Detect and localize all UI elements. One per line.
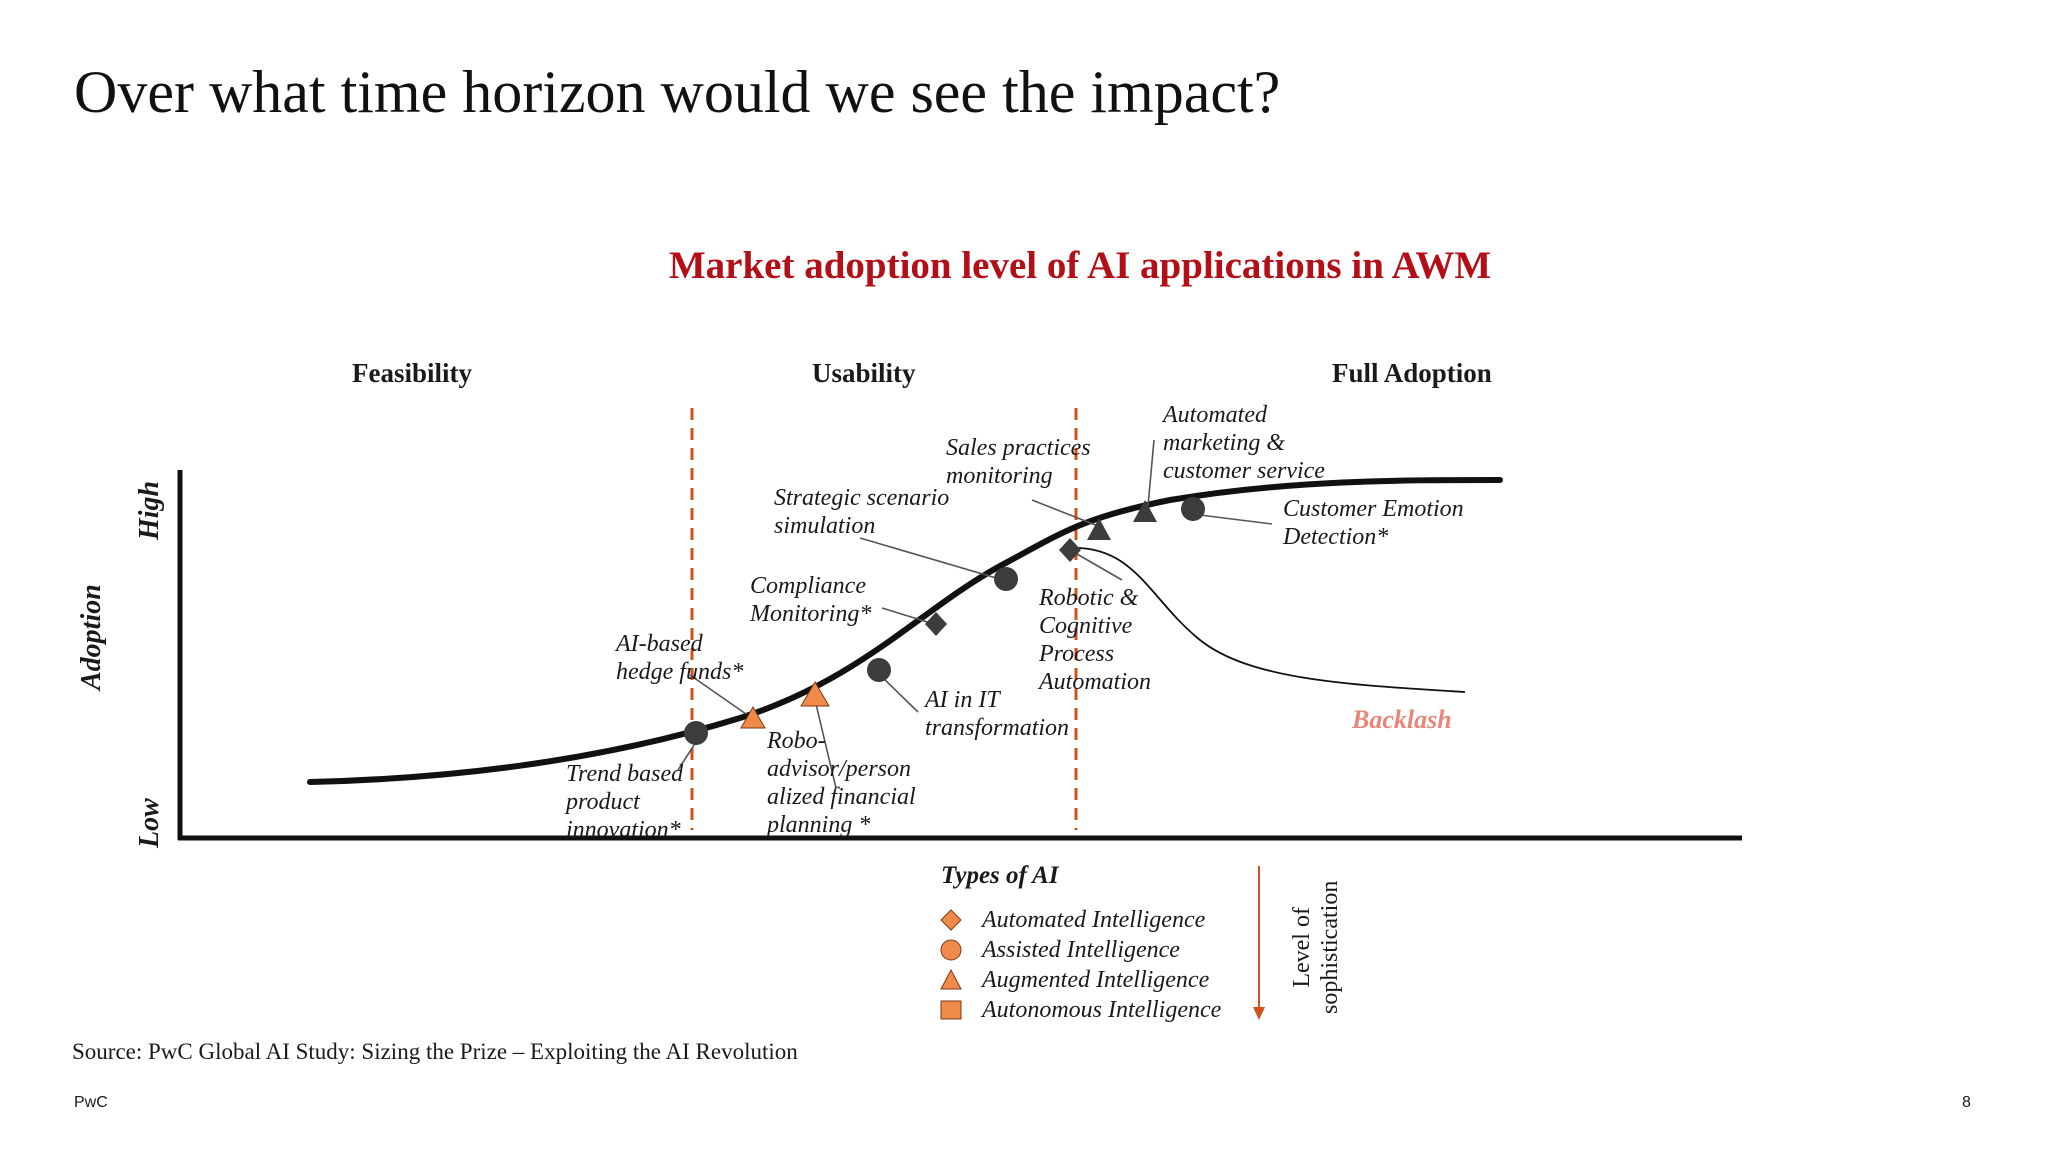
phase-usability: Usability [812,358,916,388]
label-strategic: Strategic scenario simulation [774,485,950,539]
backlash-curve [1069,547,1466,693]
triangle-icon [940,969,962,990]
legend-label: Automated Intelligence [982,906,1206,933]
label-compliance: Compliance Monitoring* [750,573,872,627]
chart-title: Market adoption level of AI applications… [668,244,1492,287]
y-axis-high: High [134,480,165,540]
legend-item-augmented: Augmented Intelligence [940,966,1209,994]
label-trend-based: Trend based product innovation* [566,761,684,843]
legend-item-assisted: Assisted Intelligence [940,936,1180,964]
marker-compliance-automated [925,612,947,636]
marker-sales-practices-augmented [1087,518,1111,540]
label-customer-emotion: Customer Emotion Detection* [1283,496,1464,550]
brand-footer: PwC [74,1094,108,1111]
label-automated-marketing: Automated marketing & customer service [1163,402,1325,484]
marker-robotic-automated [1059,538,1081,562]
leader-strategic [859,537,1004,581]
leader-ai-hedge-funds [689,674,747,715]
marker-ai-in-it-assisted [867,658,891,682]
legend-label: Autonomous Intelligence [982,996,1222,1023]
marker-automated-marketing-augmented [1133,500,1157,522]
marker-robo-advisor-augmented [800,681,830,707]
y-axis-label: Adoption [76,584,107,690]
slide-title: Over what time horizon would we see the … [74,59,1281,125]
sophistication-label-line2: sophistication [1317,880,1343,1014]
leader-robo-advisor [814,699,837,789]
label-robo-advisor: Robo- advisor/person alized financial pl… [767,728,916,838]
adoption-curve [307,477,1503,785]
legend-label: Assisted Intelligence [982,936,1180,963]
sophistication-label-line1: Level of [1289,907,1315,988]
marker-trend-based-assisted [684,721,708,745]
label-ai-in-it: AI in IT transformation [925,687,1070,741]
label-sales-practices: Sales practices monitoring [946,435,1091,489]
leader-compliance [881,607,935,625]
legend-label: Augmented Intelligence [982,966,1210,993]
phase-feasibility: Feasibility [352,358,472,388]
circle-icon [940,939,962,961]
leader-robotic [1069,549,1123,581]
legend-item-automated: Automated Intelligence [940,906,1205,934]
label-robotic: Robotic & Cognitive Process Automation [1039,585,1151,695]
square-icon [940,1000,962,1020]
backlash-label: Backlash [1352,705,1452,734]
leader-customer-emotion [1191,513,1273,525]
leader-trend-based [677,741,697,771]
leader-automated-marketing [1147,439,1155,507]
label-ai-hedge-funds: AI-based hedge funds* [616,631,744,685]
diamond-icon [940,909,962,931]
page-number: 8 [1962,1094,1971,1111]
sophistication-label: Level of sophistication [1288,881,1344,1014]
marker-customer-emotion-assisted [1181,497,1205,521]
source-note: Source: PwC Global AI Study: Sizing the … [72,1039,798,1064]
legend-item-autonomous: Autonomous Intelligence [940,996,1221,1024]
sophistication-arrow-head [1253,1007,1265,1020]
marker-strategic-assisted [994,567,1018,591]
phase-full-adoption: Full Adoption [1332,358,1492,388]
leader-ai-in-it [878,673,919,713]
leader-sales-practices [1031,499,1099,527]
y-axis-low: Low [134,798,165,848]
legend-title: Types of AI [941,862,1059,889]
marker-ai-hedge-funds-augmented [740,705,766,729]
